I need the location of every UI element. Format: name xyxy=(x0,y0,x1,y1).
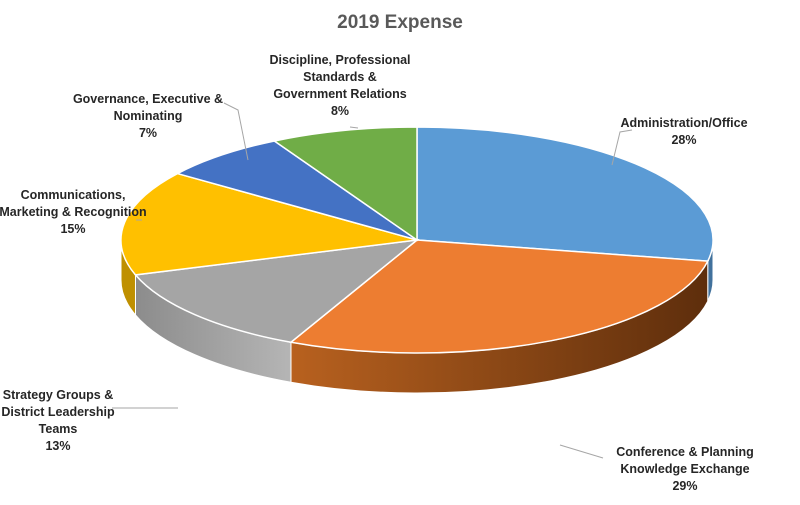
pie-slice-5 xyxy=(272,126,418,242)
pie-slice-1 xyxy=(289,239,709,354)
slice-category-label: Standards & xyxy=(303,70,377,84)
slice-label-4: Governance, Executive & Nominating 7% xyxy=(73,92,223,140)
slice-labels: Administration/Office 28% Conference & Pla… xyxy=(0,53,754,493)
slice-category-label: Communications, xyxy=(21,188,126,202)
chart-title: 2019 Expense xyxy=(337,12,463,33)
pie-slice-4 xyxy=(175,140,418,241)
slice-category-label: Strategy Groups & xyxy=(3,388,113,402)
slice-label-5: Discipline, Professional Standards & Gover… xyxy=(269,53,410,118)
slice-label-1: Conference & Planning Knowledge Exchange 2… xyxy=(616,445,754,493)
slice-value-label: 29% xyxy=(672,479,697,493)
slice-value-label: 7% xyxy=(139,126,157,140)
pie-slice-3 xyxy=(120,172,418,276)
pie-slice-0 xyxy=(416,126,714,262)
slice-category-label: Nominating xyxy=(114,109,183,123)
slice-category-label: Administration/Office xyxy=(620,116,747,130)
leader-line-0 xyxy=(611,129,633,166)
slice-label-2: Strategy Groups & District Leadership Team… xyxy=(1,388,115,453)
pie-slices xyxy=(120,126,714,354)
slice-category-label: District Leadership xyxy=(1,405,115,419)
slice-value-label: 28% xyxy=(671,133,696,147)
leader-lines xyxy=(112,102,633,459)
slice-category-label: Discipline, Professional xyxy=(269,53,410,67)
leader-line-5 xyxy=(349,126,359,129)
leader-line-4 xyxy=(223,102,249,161)
leader-line-1 xyxy=(559,444,604,459)
pie-slice-2 xyxy=(134,238,420,344)
slice-label-0: Administration/Office 28% xyxy=(620,116,747,147)
slice-label-3: Communications, Marketing & Recognition 15… xyxy=(0,188,147,236)
slice-category-label: Knowledge Exchange xyxy=(620,462,749,476)
slice-category-label: Teams xyxy=(39,422,78,436)
slice-value-label: 15% xyxy=(60,222,85,236)
slice-category-label: Governance, Executive & xyxy=(73,92,223,106)
slice-category-label: Government Relations xyxy=(273,87,406,101)
slice-value-label: 13% xyxy=(45,439,70,453)
slice-category-label: Conference & Planning xyxy=(616,445,754,459)
slice-value-label: 8% xyxy=(331,104,349,118)
slice-category-label: Marketing & Recognition xyxy=(0,205,147,219)
